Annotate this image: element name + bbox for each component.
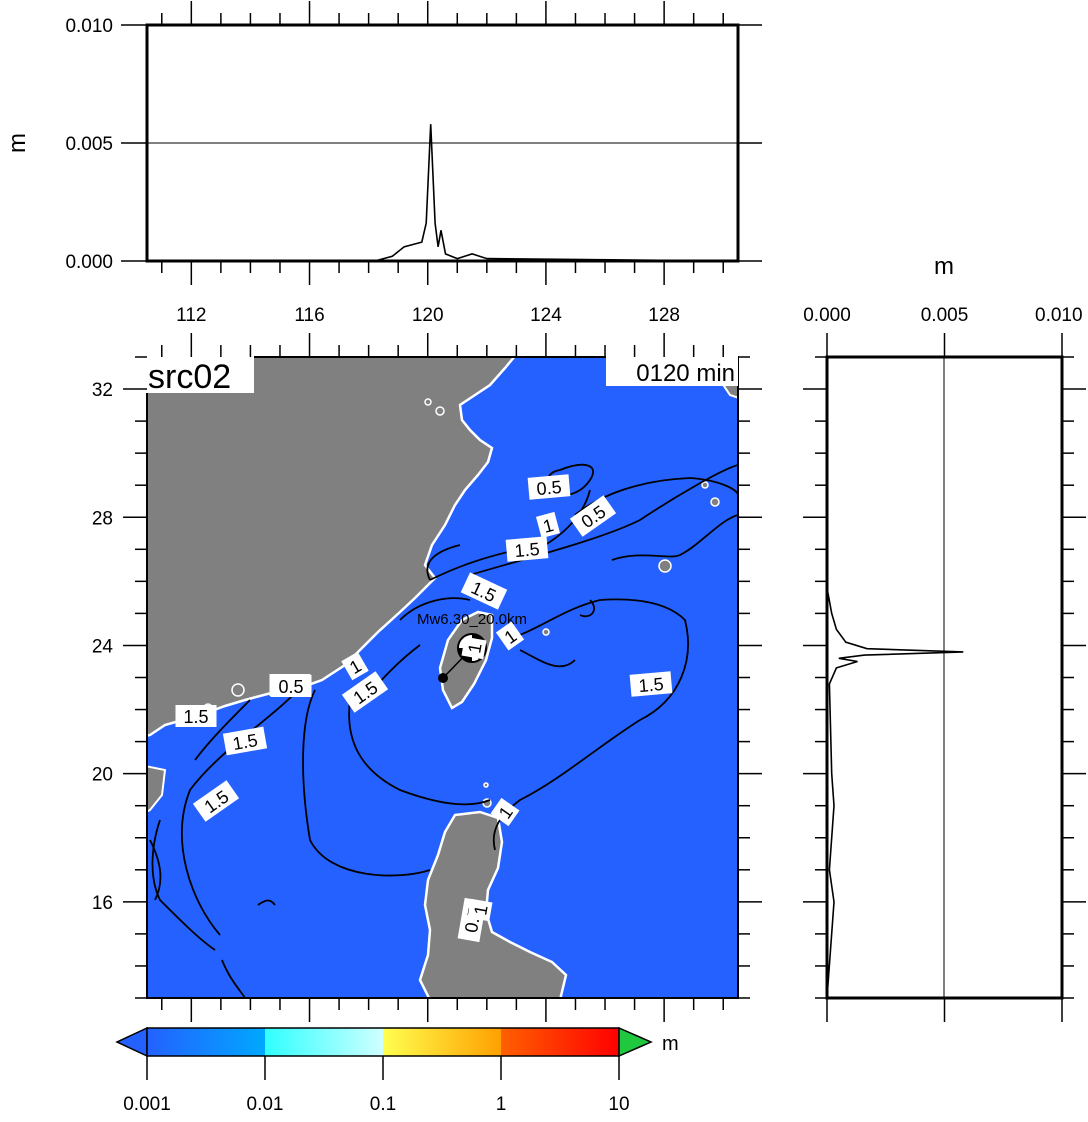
contour-label: 1 bbox=[467, 898, 493, 922]
contour-label: 0.5 bbox=[270, 675, 312, 697]
top-xtick-label: 124 bbox=[530, 305, 562, 326]
right-profile-trace bbox=[826, 357, 964, 999]
colorbar-over-triangle bbox=[618, 1026, 653, 1058]
contour-label-box bbox=[535, 511, 561, 539]
top-profile-panel: m 0.010 0.005 0.000 112 116 120 124 128 bbox=[4, 1, 762, 326]
contour-label-text: 1 bbox=[541, 515, 556, 537]
map-panel: Mw6.30_20.0km 0.511.50.511.51.511.511.50… bbox=[92, 333, 762, 1022]
contour-label-text: 1 bbox=[470, 904, 491, 917]
map-ytick-label: 20 bbox=[92, 765, 113, 786]
right-xtick-label: 0.010 bbox=[1035, 305, 1083, 326]
contour-label-text: 0.5 bbox=[278, 677, 303, 697]
contour-label-box bbox=[527, 474, 571, 500]
right-profile-y-ticks bbox=[803, 356, 1086, 999]
contour-label-text: 1.5 bbox=[514, 539, 541, 561]
right-xtick-label: 0.000 bbox=[803, 305, 851, 326]
top-xtick-label: 120 bbox=[412, 305, 444, 326]
colorbar-seg-3 bbox=[383, 1028, 501, 1056]
contour-label-box bbox=[341, 651, 369, 681]
top-profile-x-ticks: 112 116 120 124 128 bbox=[161, 1, 724, 326]
contour-label: 1 bbox=[461, 636, 487, 660]
contour-label-box bbox=[222, 726, 268, 756]
contour-label-box bbox=[629, 671, 673, 697]
right-xtick-label: 0.005 bbox=[921, 305, 969, 326]
contour-label: 1 bbox=[495, 621, 525, 651]
contour-label-box bbox=[192, 780, 240, 822]
contour-label-box bbox=[175, 705, 217, 727]
contour-label-text: 0.5 bbox=[536, 477, 563, 499]
colorbar: m 0.001 0.01 0.1 1 10 bbox=[115, 1026, 679, 1115]
land-southwest bbox=[147, 765, 167, 813]
colorbar-seg-4 bbox=[501, 1028, 619, 1056]
colorbar-seg-1 bbox=[147, 1028, 265, 1056]
right-profile-panel: m 0.000 0.005 0.010 bbox=[803, 253, 1086, 1022]
contour-label-box bbox=[460, 572, 508, 610]
colorbar-tick-label: 0.001 bbox=[123, 1094, 171, 1115]
top-profile-trace bbox=[147, 124, 739, 262]
contour-label-text: 1 bbox=[464, 642, 485, 655]
contour-label: 1.5 bbox=[192, 780, 240, 822]
time-label: 0120 min bbox=[636, 360, 735, 387]
contour-label-box bbox=[569, 495, 617, 537]
contour-label: 0.5 bbox=[527, 474, 571, 500]
contour-label-text: 1.5 bbox=[183, 707, 208, 727]
map-y-ticks: 32 28 24 20 16 bbox=[92, 356, 762, 999]
contour-label: 1 bbox=[341, 651, 369, 681]
contour-label-text: 1.5 bbox=[638, 674, 665, 696]
top-ytick-label: 0.010 bbox=[65, 16, 113, 37]
top-profile-frame bbox=[145, 23, 740, 263]
map-x-ticks bbox=[161, 333, 724, 1022]
colorbar-tick-label: 10 bbox=[608, 1094, 629, 1115]
map-ytick-label: 32 bbox=[92, 380, 113, 401]
top-ytick-label: 0.000 bbox=[65, 252, 113, 273]
colorbar-tick-label: 0.1 bbox=[370, 1094, 396, 1115]
top-xtick-label: 112 bbox=[176, 305, 206, 326]
top-xtick-label: 116 bbox=[294, 305, 324, 326]
colorbar-under-triangle bbox=[115, 1026, 148, 1058]
top-profile-y-ticks: 0.010 0.005 0.000 bbox=[65, 16, 762, 273]
event-label: Mw6.30_20.0km bbox=[417, 611, 527, 628]
contour-label: 1.5 bbox=[505, 536, 549, 562]
contour-label-box bbox=[341, 671, 389, 713]
contour-label-box bbox=[461, 636, 487, 660]
colorbar-unit: m bbox=[662, 1033, 679, 1055]
time-label-box bbox=[606, 356, 738, 386]
contour-label-text: 1.5 bbox=[231, 730, 259, 754]
colorbar-tick-label: 1 bbox=[496, 1094, 507, 1115]
top-profile-ylabel: m bbox=[4, 133, 31, 153]
top-ytick-label: 0.005 bbox=[65, 134, 113, 155]
contour-label-box bbox=[490, 797, 520, 827]
source-label-box bbox=[146, 355, 254, 393]
right-profile-xlabel: m bbox=[934, 253, 954, 280]
contour-label-box bbox=[505, 536, 549, 562]
map-ytick-label: 24 bbox=[92, 636, 114, 657]
map-ytick-label: 28 bbox=[92, 508, 113, 529]
contour-label: 1.5 bbox=[629, 671, 673, 697]
contour-label-box bbox=[467, 898, 493, 922]
right-profile-x-ticks: 0.000 0.005 0.010 bbox=[803, 305, 1083, 1022]
contour-label: 1 bbox=[490, 797, 520, 827]
contour-label: 1.5 bbox=[175, 705, 217, 727]
colorbar-seg-2 bbox=[265, 1028, 383, 1056]
contour-label-box bbox=[495, 621, 525, 651]
top-xtick-label: 128 bbox=[648, 305, 680, 326]
colorbar-tick-label: 0.01 bbox=[247, 1094, 284, 1115]
contour-label-box bbox=[270, 675, 312, 697]
land-luzon bbox=[418, 810, 568, 998]
right-profile-frame bbox=[825, 355, 1064, 1000]
colorbar-ticks: 0.001 0.01 0.1 1 10 bbox=[123, 1056, 630, 1115]
map-ytick-label: 16 bbox=[92, 893, 113, 914]
contour-labels: 0.511.50.511.51.511.511.50.51.51.51.510.… bbox=[175, 474, 673, 943]
contour-label: 1 bbox=[535, 511, 561, 539]
land-mainland bbox=[147, 357, 516, 737]
source-label: src02 bbox=[148, 358, 231, 396]
contour-label: 1.5 bbox=[222, 726, 268, 756]
